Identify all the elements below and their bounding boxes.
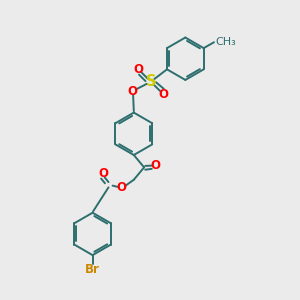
Text: S: S bbox=[146, 74, 156, 89]
Text: O: O bbox=[150, 159, 160, 172]
Text: Br: Br bbox=[85, 263, 100, 276]
Text: O: O bbox=[98, 167, 108, 180]
Text: O: O bbox=[158, 88, 168, 100]
Text: CH₃: CH₃ bbox=[215, 37, 236, 46]
Text: O: O bbox=[134, 63, 143, 76]
Text: O: O bbox=[116, 182, 126, 194]
Text: O: O bbox=[128, 85, 137, 98]
